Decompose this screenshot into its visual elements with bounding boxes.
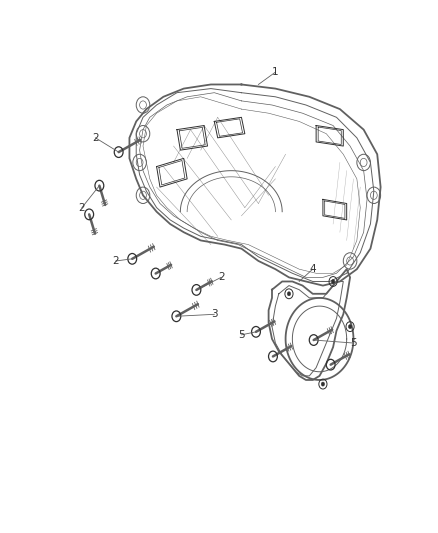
Text: 1: 1: [272, 67, 279, 77]
Circle shape: [332, 279, 335, 284]
Text: 5: 5: [350, 338, 357, 348]
Circle shape: [287, 292, 291, 296]
Circle shape: [348, 325, 352, 329]
Text: 2: 2: [218, 272, 224, 282]
Text: 3: 3: [211, 309, 218, 319]
Text: 2: 2: [113, 256, 119, 266]
Text: 4: 4: [309, 264, 316, 274]
Circle shape: [321, 382, 325, 386]
Text: 5: 5: [238, 330, 245, 340]
Text: 2: 2: [92, 133, 99, 143]
Text: 2: 2: [78, 203, 85, 213]
